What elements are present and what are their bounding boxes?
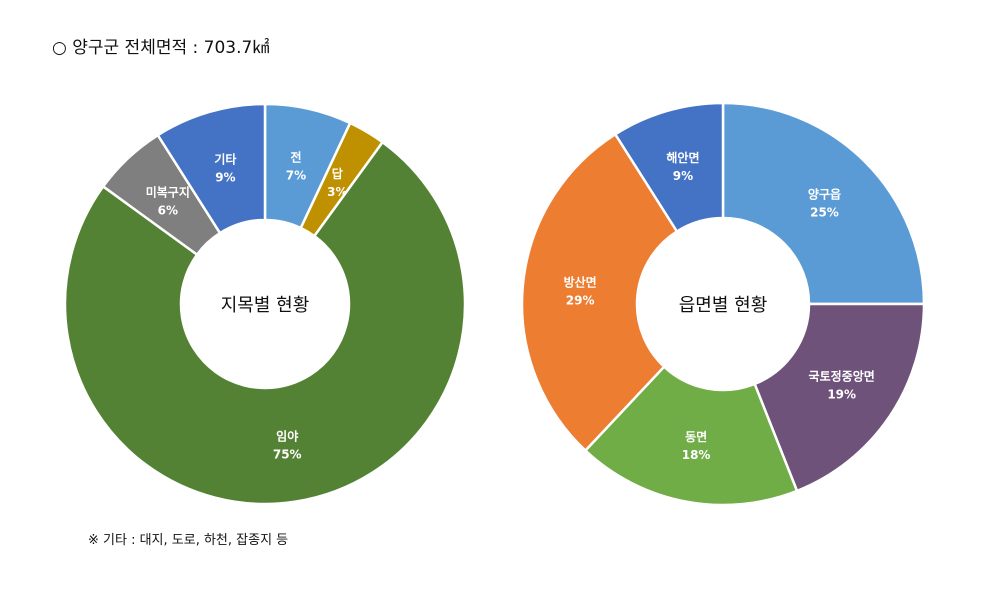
donut-slice-1-5 xyxy=(156,102,267,235)
slice-value-label: 18% xyxy=(682,448,711,462)
slice-value-label: 9% xyxy=(673,169,693,183)
slice-value-label: 7% xyxy=(286,168,306,182)
slice-category-label: 임야 xyxy=(276,428,298,443)
donut-slice-2-5 xyxy=(613,101,725,234)
slice-category-label: 방산면 xyxy=(564,274,597,289)
donut-slice-2-2 xyxy=(753,302,926,493)
donut-slice-2-4 xyxy=(520,132,679,453)
donut-slice-2-1 xyxy=(721,101,926,306)
slice-value-label: 3% xyxy=(327,185,347,199)
donut-chart-2: 양구읍 25% 국토정중앙면 19% 동면 18% 방산면 29% 해안면 9% 읍면별 현황 xyxy=(520,101,926,507)
donut-center-title: 읍면별 현황 xyxy=(679,295,768,316)
slice-category-label: 기타 xyxy=(214,152,236,167)
slice-category-label: 해안면 xyxy=(666,150,699,165)
slice-category-label: 미복구지 xyxy=(146,184,190,199)
slice-category-label: 국토정중앙면 xyxy=(809,369,875,384)
slice-value-label: 25% xyxy=(810,206,839,220)
donut-chart-1: 전 7% 답 3% 임야 75% 미복구지 6% 기타 9% 지목별 현황 xyxy=(63,102,467,506)
slice-value-label: 75% xyxy=(273,447,302,461)
slice-category-label: 답 xyxy=(332,166,343,181)
slice-value-label: 29% xyxy=(566,293,595,307)
page-title: ○ 양구군 전체면적 : 703.7㎢ xyxy=(52,38,270,58)
slice-category-label: 양구읍 xyxy=(808,187,841,202)
donut-slice-2-3 xyxy=(583,364,799,507)
slice-category-label: 동면 xyxy=(685,429,707,444)
slice-category-label: 전 xyxy=(290,149,301,164)
footnote: ※ 기타 : 대지, 도로, 하천, 잡종지 등 xyxy=(88,533,289,548)
donut-center-title: 지목별 현황 xyxy=(221,295,310,316)
slice-value-label: 19% xyxy=(827,388,856,402)
slice-value-label: 6% xyxy=(158,203,178,217)
slice-value-label: 9% xyxy=(215,171,235,185)
